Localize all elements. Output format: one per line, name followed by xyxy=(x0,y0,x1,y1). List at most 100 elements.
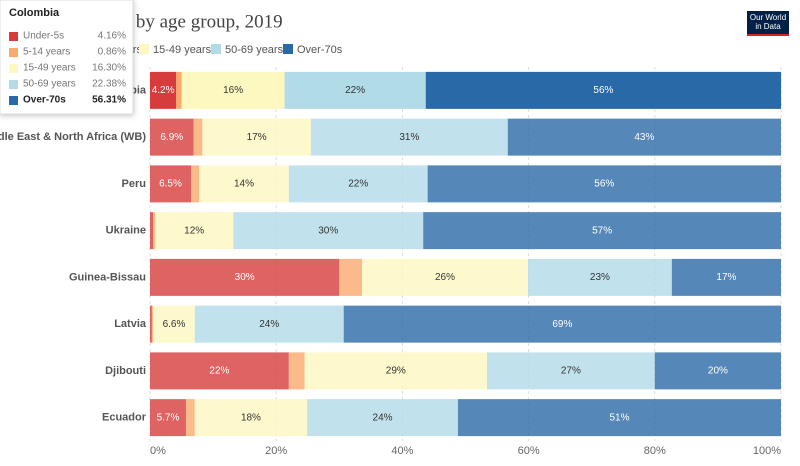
bar-segment xyxy=(150,165,192,203)
bar-segment xyxy=(176,71,182,109)
data-label: 26% xyxy=(435,272,455,283)
y-tick-label: Guinea-Bissau xyxy=(69,271,146,283)
bar-segment xyxy=(425,71,782,109)
bar-segment xyxy=(185,399,195,437)
tooltip-label: 5-14 years xyxy=(23,47,70,58)
bar-segment xyxy=(191,165,200,203)
data-label: 31% xyxy=(399,132,419,143)
data-label: 6.5% xyxy=(159,179,182,190)
bar-segment xyxy=(288,352,305,390)
bar-segment xyxy=(153,305,195,343)
bar-segment xyxy=(194,305,344,343)
bar-segment xyxy=(427,165,781,203)
bar-segment xyxy=(202,118,311,156)
bar-segment xyxy=(150,399,186,437)
data-label: 51% xyxy=(609,412,629,423)
x-tick-label: 40% xyxy=(391,445,413,457)
tooltip-box xyxy=(0,0,134,115)
bar-segment xyxy=(150,212,154,250)
logo-stripe xyxy=(747,34,789,36)
tooltip-value: 16.30% xyxy=(92,63,126,74)
legend-swatch xyxy=(211,44,221,54)
data-label: 18% xyxy=(241,412,261,423)
bar-segment xyxy=(150,118,194,156)
bar-segment xyxy=(155,212,234,250)
y-tick-label: Djibouti xyxy=(105,365,146,377)
y-tick-label: Middle East & North Africa (WB) xyxy=(0,131,146,143)
y-tick-label: Latvia xyxy=(114,318,147,330)
data-label: 23% xyxy=(590,272,610,283)
x-tick-label: 0% xyxy=(150,445,166,457)
bar-segment xyxy=(288,165,428,203)
legend-label: 50-69 years xyxy=(225,44,284,56)
data-label: 56% xyxy=(593,85,613,96)
bar-segment xyxy=(233,212,424,250)
bar-segment xyxy=(457,399,781,437)
bar-segment xyxy=(423,212,781,250)
bar-segment xyxy=(307,399,458,437)
data-label: 29% xyxy=(386,366,406,377)
legend-swatch xyxy=(139,44,149,54)
bar-segment xyxy=(181,71,285,109)
bar-segment xyxy=(507,118,781,156)
tooltip-value: 0.86% xyxy=(98,47,126,58)
data-label: 4.2% xyxy=(152,85,175,96)
bar-segment xyxy=(199,165,289,203)
bar-segment xyxy=(194,399,308,437)
bar-segment xyxy=(654,352,781,390)
data-label: 6.9% xyxy=(160,132,183,143)
data-label: 56% xyxy=(594,179,614,190)
tooltip-title: Colombia xyxy=(9,7,60,19)
data-label: 12% xyxy=(184,225,204,236)
bar-segment xyxy=(150,305,152,343)
tooltip-swatch xyxy=(9,80,18,89)
legend-swatch xyxy=(283,44,293,54)
data-label: 14% xyxy=(234,179,254,190)
bar-segment xyxy=(671,258,781,296)
legend-label: Over-70s xyxy=(297,44,343,56)
data-label: 16% xyxy=(223,85,243,96)
data-label: 69% xyxy=(552,319,572,330)
data-label: 17% xyxy=(716,272,736,283)
y-tick-label: Ukraine xyxy=(106,225,146,237)
bar-segment xyxy=(151,305,154,343)
tooltip-swatch xyxy=(9,64,18,73)
data-label: 20% xyxy=(708,366,728,377)
bar-segment xyxy=(362,258,528,296)
bar-segment xyxy=(304,352,487,390)
plot: 0%20%40%60%80%100%Colombia4.2%16%22%56%M… xyxy=(0,67,782,457)
data-label: 24% xyxy=(259,319,279,330)
x-tick-label: 20% xyxy=(265,445,287,457)
tooltip-value: 4.16% xyxy=(98,31,126,42)
bar-segment xyxy=(150,71,177,109)
y-tick-label: Peru xyxy=(122,178,146,190)
logo-text: Our World xyxy=(750,13,786,22)
tooltip-label: Under-5s xyxy=(23,31,64,42)
bar-segment xyxy=(193,118,203,156)
bar-segment xyxy=(486,352,655,390)
data-label: 22% xyxy=(348,179,368,190)
bar-segment xyxy=(339,258,363,296)
bar-segment xyxy=(284,71,426,109)
tooltip-value: 22.38% xyxy=(92,79,126,90)
tooltip-swatch xyxy=(9,48,18,57)
data-label: 43% xyxy=(634,132,654,143)
tooltip-label: Over-70s xyxy=(23,95,66,106)
data-label: 57% xyxy=(592,225,612,236)
bar-segment xyxy=(527,258,672,296)
logo-box xyxy=(747,11,789,36)
bar-segment xyxy=(310,118,508,156)
bar-segment xyxy=(153,212,156,250)
tooltip-swatch xyxy=(9,96,18,105)
tooltip-swatch xyxy=(9,32,18,41)
data-label: 22% xyxy=(345,85,365,96)
data-label: 5.7% xyxy=(157,412,180,423)
data-label: 22% xyxy=(209,366,229,377)
data-label: 27% xyxy=(561,366,581,377)
data-label: 30% xyxy=(235,272,255,283)
data-label: 17% xyxy=(247,132,267,143)
x-tick-label: 80% xyxy=(644,445,666,457)
tooltip-value: 56.31% xyxy=(92,95,126,106)
legend-label: 15-49 years xyxy=(153,44,212,56)
